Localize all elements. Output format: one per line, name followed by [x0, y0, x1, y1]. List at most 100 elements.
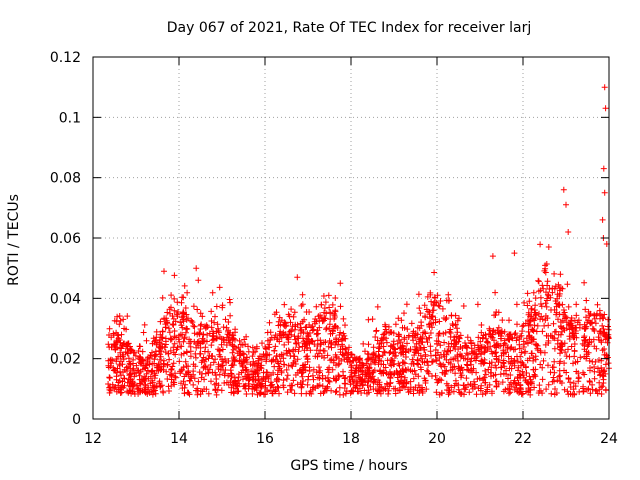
data-point — [353, 382, 360, 389]
data-point — [441, 315, 447, 321]
data-point — [318, 340, 325, 347]
data-point — [599, 216, 606, 223]
data-point — [392, 390, 399, 397]
data-point — [245, 375, 252, 382]
data-point — [161, 268, 167, 275]
data-point — [501, 337, 508, 344]
data-point — [347, 351, 354, 358]
data-point — [601, 346, 608, 352]
data-point — [205, 390, 212, 397]
data-point — [246, 383, 253, 390]
data-point — [601, 367, 608, 374]
data-point — [275, 367, 281, 374]
data-point — [500, 388, 507, 395]
data-point — [124, 349, 131, 356]
data-point — [283, 366, 290, 373]
data-point — [211, 319, 218, 326]
data-point — [277, 332, 284, 339]
data-point — [403, 379, 410, 386]
data-point — [218, 387, 225, 394]
data-point — [305, 376, 311, 383]
data-point — [235, 344, 242, 351]
data-point — [126, 358, 133, 365]
data-point — [504, 385, 511, 392]
data-point — [180, 350, 187, 357]
data-point — [170, 379, 177, 386]
data-point — [462, 386, 469, 393]
data-point — [332, 323, 339, 329]
data-point — [529, 316, 536, 322]
data-point — [180, 378, 187, 385]
grid-lines — [93, 57, 609, 419]
data-point — [213, 303, 220, 310]
data-point — [560, 311, 567, 318]
data-point — [347, 373, 354, 380]
data-point — [410, 360, 417, 367]
data-point — [212, 356, 219, 363]
data-point — [602, 105, 609, 112]
data-point — [240, 383, 247, 390]
data-point — [113, 329, 120, 336]
data-point — [375, 353, 382, 360]
data-point — [382, 364, 389, 371]
data-point — [593, 387, 600, 394]
data-point — [266, 319, 273, 326]
data-point — [532, 353, 539, 360]
data-point — [105, 381, 112, 387]
data-point — [541, 349, 548, 356]
data-point — [160, 357, 167, 364]
data-point — [176, 338, 183, 345]
data-point — [435, 332, 442, 339]
data-point — [441, 339, 448, 346]
data-point — [365, 356, 372, 363]
data-point — [455, 386, 462, 393]
data-point — [371, 376, 378, 383]
data-point — [454, 325, 460, 332]
data-point — [318, 301, 325, 308]
data-point — [551, 329, 558, 335]
data-point — [340, 368, 346, 375]
data-point — [135, 348, 142, 354]
data-point — [490, 372, 497, 379]
data-point — [524, 379, 531, 386]
x-tick-label: 16 — [256, 431, 274, 447]
data-point — [382, 326, 389, 333]
data-point — [492, 289, 499, 296]
data-point — [473, 391, 480, 398]
data-point — [599, 383, 606, 390]
data-point — [365, 341, 372, 348]
data-point — [542, 317, 549, 324]
data-point — [205, 348, 212, 355]
data-point — [158, 382, 165, 389]
data-point — [554, 377, 561, 384]
data-point — [603, 387, 609, 394]
data-point — [601, 332, 608, 339]
data-point — [399, 367, 406, 374]
data-point — [506, 331, 513, 338]
data-point — [471, 342, 478, 349]
data-point — [290, 377, 297, 384]
data-point — [440, 330, 447, 337]
data-point — [442, 371, 449, 377]
data-point — [111, 366, 118, 373]
data-point — [335, 361, 342, 368]
data-point — [155, 361, 162, 368]
data-point — [106, 325, 113, 332]
data-point — [178, 343, 185, 350]
data-point — [452, 321, 459, 328]
data-point — [331, 314, 338, 320]
data-point — [378, 383, 385, 390]
data-point — [570, 360, 576, 367]
data-point — [514, 321, 520, 328]
data-point — [498, 335, 505, 342]
data-point — [319, 372, 326, 379]
data-point — [185, 369, 192, 376]
data-point — [424, 367, 430, 374]
data-point — [231, 356, 238, 363]
data-point — [322, 339, 329, 346]
data-point — [119, 378, 126, 385]
data-point — [198, 374, 205, 381]
data-point — [291, 333, 298, 340]
data-point — [306, 364, 313, 371]
data-point — [565, 346, 571, 353]
